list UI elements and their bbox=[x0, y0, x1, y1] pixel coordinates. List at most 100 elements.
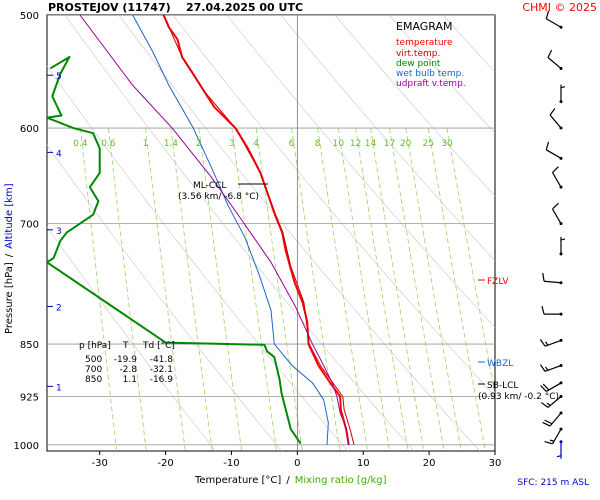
x-axis-temperature-label: Temperature [°C] bbox=[194, 475, 281, 486]
wind-barb bbox=[545, 10, 563, 29]
table-cell: -32.1 bbox=[150, 365, 173, 375]
x-axis-mixing-label: Mixing ratio [g/kg] bbox=[295, 475, 387, 486]
mixing-ratio-label: 25 bbox=[423, 139, 434, 149]
legend-virt-temp: virt.temp. bbox=[396, 49, 440, 59]
legend-dew-point: dew point bbox=[396, 59, 441, 69]
wind-barb bbox=[539, 338, 563, 347]
dry-adiabat bbox=[47, 144, 282, 451]
dry-adiabat bbox=[388, 15, 495, 134]
x-tick-label: -30 bbox=[92, 458, 108, 469]
dry-adiabat bbox=[172, 15, 495, 397]
legend-wet-bulb: wet bulb temp. bbox=[396, 69, 464, 79]
mixing-ratio-labels: 0.4 0.6 1 1.4 2 3 4 6 8 10 12 14 17 20 25 30 bbox=[73, 139, 453, 149]
mixing-ratio-line bbox=[337, 127, 391, 451]
table-cell: 700 bbox=[85, 365, 102, 375]
wet-bulb-temp-line bbox=[132, 15, 329, 445]
y-axis-separator: / bbox=[4, 253, 15, 257]
altitude-tick-label: 2 bbox=[56, 303, 62, 313]
sb-lcl-annotation: SB-LCL (0.93 km/ -0.2 °C) bbox=[478, 381, 559, 402]
mixing-ratio-line bbox=[108, 128, 147, 451]
y-tick-label: 500 bbox=[20, 11, 39, 22]
legend-title: EMAGRAM bbox=[396, 20, 453, 33]
x-tick-label: 20 bbox=[423, 458, 436, 469]
y-axis-title: Pressure [hPa] / Altitude [km] bbox=[4, 183, 15, 334]
wind-barb bbox=[547, 49, 563, 70]
mixing-ratio-line bbox=[405, 127, 462, 451]
x-tick-label: -20 bbox=[157, 458, 173, 469]
dew-point-line bbox=[47, 55, 302, 445]
dry-adiabat bbox=[280, 15, 495, 262]
table-cell: -19.9 bbox=[114, 355, 138, 365]
wind-barb bbox=[551, 202, 563, 226]
mixing-ratio-line bbox=[370, 127, 425, 451]
mixing-ratio-label: 10 bbox=[333, 139, 345, 149]
wind-barb bbox=[542, 273, 563, 285]
mixing-ratio-label: 1.4 bbox=[164, 139, 179, 149]
mixing-ratio-label: 12 bbox=[350, 139, 361, 149]
table-header-td: Td [°C] bbox=[142, 341, 175, 351]
dry-adiabat bbox=[226, 15, 495, 328]
temperature-line bbox=[162, 15, 350, 445]
dry-adiabat bbox=[64, 15, 415, 451]
mixing-ratio-line bbox=[198, 128, 243, 451]
copyright: CHMI © 2025 bbox=[522, 1, 597, 14]
table-cell: -16.9 bbox=[150, 375, 174, 385]
sb-lcl-title: SB-LCL bbox=[487, 381, 518, 391]
table-header-p: p [hPa] bbox=[79, 341, 111, 351]
chart-title: PROSTEJOV (11747) 27.04.2025 00 UTC bbox=[48, 1, 303, 14]
x-tick-label: 10 bbox=[357, 458, 370, 469]
y-tick-label: 1000 bbox=[14, 441, 39, 452]
y-tick-label: 700 bbox=[20, 220, 39, 231]
table-cell: 1.1 bbox=[123, 375, 137, 385]
wind-barb bbox=[544, 427, 563, 445]
dry-adiabat bbox=[551, 15, 600, 451]
altitude-tick-label: 4 bbox=[56, 149, 62, 159]
mixing-ratio-line bbox=[255, 128, 303, 451]
wind-barb bbox=[540, 381, 563, 392]
wind-barb bbox=[559, 236, 566, 256]
fzlv-label: FZLV bbox=[487, 277, 509, 287]
mixing-ratio-label: 4 bbox=[253, 139, 259, 149]
y-tick-label: 850 bbox=[20, 340, 39, 351]
legend-updraft: udpraft v.temp. bbox=[396, 79, 466, 89]
altitude-tick-label: 3 bbox=[56, 227, 62, 237]
mixing-ratio-line bbox=[427, 127, 486, 451]
mixing-ratio-label: 8 bbox=[315, 139, 321, 149]
legend-temperature: temperature bbox=[396, 38, 453, 48]
x-tick-label: -10 bbox=[223, 458, 239, 469]
mixing-ratio-label: 0.6 bbox=[101, 139, 116, 149]
wind-barb bbox=[539, 364, 563, 372]
mixing-ratio-line bbox=[170, 128, 213, 451]
altitude-tick-label: 5 bbox=[56, 72, 62, 82]
mixing-ratio-label: 17 bbox=[384, 139, 395, 149]
wind-barb bbox=[541, 306, 563, 316]
y-axis-pressure-label: Pressure [hPa] bbox=[4, 262, 15, 334]
mixing-ratio-line bbox=[317, 128, 368, 451]
y-tick-label: 600 bbox=[20, 124, 39, 135]
altitude-ticks: 1 2 3 4 5 bbox=[47, 72, 62, 393]
mixing-ratio-line bbox=[355, 127, 409, 451]
mixing-ratio-label: 6 bbox=[289, 139, 295, 149]
dry-adiabat bbox=[334, 15, 495, 197]
virt-temp-line bbox=[163, 15, 355, 445]
fzlv-annotation: FZLV bbox=[478, 277, 509, 287]
ml-ccl-annotation: ML-CCL (3.56 km/ -6.8 °C) bbox=[178, 181, 268, 202]
grid bbox=[47, 15, 495, 451]
wind-barb bbox=[551, 166, 563, 189]
wbzl-label: WBZL bbox=[487, 359, 513, 369]
dry-adiabat bbox=[47, 226, 216, 451]
table-cell: -41.8 bbox=[150, 355, 174, 365]
mixing-ratio-label: 1 bbox=[143, 139, 149, 149]
table-cell: 850 bbox=[85, 375, 102, 385]
mixing-ratio-line bbox=[231, 128, 277, 451]
sb-lcl-value: (0.93 km/ -0.2 °C) bbox=[478, 392, 559, 402]
x-tick-label: 0 bbox=[294, 458, 300, 469]
ml-ccl-value: (3.56 km/ -6.8 °C) bbox=[178, 192, 259, 202]
wind-barb bbox=[559, 84, 566, 104]
sounding-table: p [hPa] T Td [°C] 500 -19.9 -41.8 700 -2… bbox=[79, 341, 175, 385]
y-axis-altitude-label: Altitude [km] bbox=[4, 183, 15, 249]
wind-barb bbox=[556, 440, 563, 459]
y-tick-label: 925 bbox=[20, 392, 39, 403]
